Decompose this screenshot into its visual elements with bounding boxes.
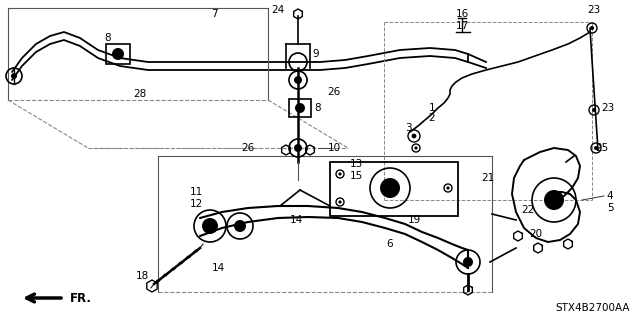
Text: 7: 7 bbox=[211, 9, 218, 19]
Circle shape bbox=[294, 76, 302, 84]
Circle shape bbox=[202, 218, 218, 234]
Text: 8: 8 bbox=[315, 103, 321, 113]
Circle shape bbox=[415, 146, 418, 150]
Circle shape bbox=[11, 73, 17, 79]
Text: 23: 23 bbox=[602, 103, 614, 113]
Text: 20: 20 bbox=[529, 229, 543, 239]
Text: 13: 13 bbox=[349, 159, 363, 169]
Text: FR.: FR. bbox=[70, 292, 92, 305]
Text: 6: 6 bbox=[387, 239, 394, 249]
Text: 18: 18 bbox=[136, 271, 148, 281]
Bar bbox=[289, 99, 311, 117]
Text: 9: 9 bbox=[313, 49, 319, 59]
Bar bbox=[330, 162, 458, 216]
Text: 2: 2 bbox=[429, 113, 435, 123]
Circle shape bbox=[592, 108, 596, 112]
Text: 3: 3 bbox=[404, 123, 412, 133]
Circle shape bbox=[447, 186, 450, 189]
Text: 11: 11 bbox=[189, 187, 203, 197]
Text: 5: 5 bbox=[607, 203, 613, 213]
Bar bbox=[106, 44, 130, 64]
Text: 26: 26 bbox=[241, 143, 255, 153]
Text: 26: 26 bbox=[328, 87, 340, 97]
Circle shape bbox=[295, 103, 305, 113]
Text: 15: 15 bbox=[349, 171, 363, 181]
Text: 22: 22 bbox=[522, 205, 534, 215]
Text: 8: 8 bbox=[105, 33, 111, 43]
Text: 21: 21 bbox=[481, 173, 495, 183]
Circle shape bbox=[294, 144, 302, 152]
Text: 24: 24 bbox=[271, 5, 285, 15]
Text: 25: 25 bbox=[595, 143, 609, 153]
Text: 16: 16 bbox=[456, 9, 468, 19]
Circle shape bbox=[339, 172, 342, 175]
Circle shape bbox=[412, 134, 417, 138]
Text: 19: 19 bbox=[408, 215, 420, 225]
Text: 12: 12 bbox=[189, 199, 203, 209]
Text: 14: 14 bbox=[211, 263, 225, 273]
Text: 1: 1 bbox=[429, 103, 435, 113]
Text: STX4B2700AA: STX4B2700AA bbox=[556, 303, 630, 313]
Circle shape bbox=[339, 200, 342, 204]
Circle shape bbox=[590, 26, 594, 30]
Text: 4: 4 bbox=[607, 191, 613, 201]
Circle shape bbox=[112, 48, 124, 60]
Circle shape bbox=[234, 220, 246, 232]
Circle shape bbox=[463, 257, 473, 267]
Text: 17: 17 bbox=[456, 21, 468, 31]
Circle shape bbox=[544, 190, 564, 210]
Text: 14: 14 bbox=[289, 215, 303, 225]
Text: 28: 28 bbox=[133, 89, 147, 99]
Text: 23: 23 bbox=[588, 5, 600, 15]
Circle shape bbox=[594, 146, 598, 150]
Circle shape bbox=[380, 178, 400, 198]
Text: 10: 10 bbox=[328, 143, 340, 153]
